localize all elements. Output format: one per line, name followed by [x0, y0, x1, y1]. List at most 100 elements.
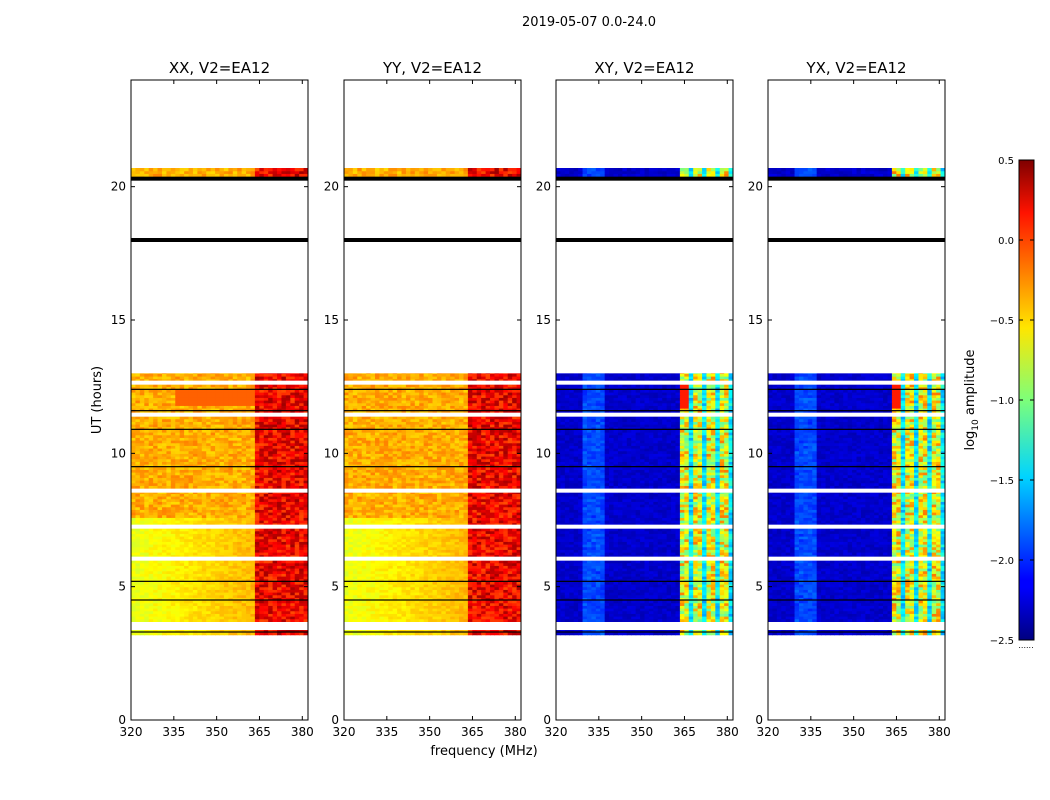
blank-region [556, 178, 733, 374]
flag-line [131, 176, 308, 181]
flag-line [556, 410, 733, 412]
x-tick-label: 335 [587, 725, 610, 739]
flag-line [556, 466, 733, 468]
colorbar-tick-label: −1.5 [990, 476, 1014, 487]
flag-line [131, 466, 308, 468]
white-gap-line [344, 412, 521, 417]
white-gap-line [344, 524, 521, 529]
x-tick-label: 380 [504, 725, 527, 739]
flag-line [768, 176, 945, 181]
y-tick-label: 20 [111, 180, 126, 194]
heatmap-cells [344, 168, 521, 636]
white-gap-line [131, 380, 308, 385]
panel-xx: XX, V2=EA12 320 335 350 365 380 0 5 10 15 20 [111, 59, 314, 739]
white-gap-line [768, 622, 945, 626]
colorbar-label: log10 amplitude [963, 349, 981, 450]
white-gap-line [344, 626, 521, 630]
panel-title: XX, V2=EA12 [169, 59, 270, 77]
flag-line [131, 599, 308, 601]
white-gap-line [344, 556, 521, 561]
flag-line [768, 631, 945, 633]
white-gap-line [556, 488, 733, 493]
white-gap-line [131, 488, 308, 493]
white-gap-line [131, 524, 308, 529]
x-tick-label: 335 [375, 725, 398, 739]
flag-line [768, 466, 945, 468]
x-tick-label: 380 [291, 725, 314, 739]
figure-title: 2019-05-07 0.0-24.0 [522, 15, 656, 30]
flag-line [556, 631, 733, 633]
white-gap-line [131, 626, 308, 630]
x-axis-label: frequency (MHz) [430, 744, 537, 759]
y-tick-label: 15 [111, 313, 126, 327]
x-tick-label: 320 [333, 725, 356, 739]
flag-line [344, 428, 521, 430]
white-gap-line [131, 412, 308, 417]
y-tick-label: 5 [118, 580, 126, 594]
x-tick-label: 320 [545, 725, 568, 739]
white-gap-line [556, 622, 733, 626]
flag-line [344, 410, 521, 412]
x-tick-label: 365 [673, 725, 696, 739]
panel-frame [767, 79, 946, 721]
colorbar-tick-label: −1.0 [990, 396, 1014, 407]
flag-line [131, 388, 308, 390]
flag-line [344, 631, 521, 633]
flag-line [556, 388, 733, 390]
x-tick-label: 350 [842, 725, 865, 739]
panel-frame [343, 79, 522, 721]
y-tick-label: 15 [748, 313, 763, 327]
panel-title: XY, V2=EA12 [594, 59, 694, 77]
x-tick-label: 320 [120, 725, 143, 739]
flag-line [768, 599, 945, 601]
flag-line [344, 466, 521, 468]
x-tick-label: 350 [630, 725, 653, 739]
y-tick-label: 20 [536, 180, 551, 194]
white-gap-line [768, 488, 945, 493]
colorbar-tick-label: −2.0 [990, 556, 1014, 567]
x-tick-label: 365 [885, 725, 908, 739]
flag-line [344, 388, 521, 390]
white-gap-line [556, 524, 733, 529]
x-tick-label: 365 [248, 725, 271, 739]
flag-line [556, 428, 733, 430]
flag-line [768, 428, 945, 430]
y-tick-label: 20 [324, 180, 339, 194]
colorbar-tick-label: 0.5 [998, 156, 1014, 167]
white-gap-line [344, 380, 521, 385]
flag-line [344, 176, 521, 181]
y-tick-label: 10 [748, 446, 763, 460]
white-gap-line [768, 626, 945, 630]
y-axis-label: UT (hours) [90, 366, 105, 434]
white-gap-line [768, 556, 945, 561]
colorbar: −2.5 −2.0 −1.5 −1.0 −0.5 0.0 0.5 log10 amplitu… [963, 156, 1035, 650]
colorbar-tick-label: −0.5 [990, 316, 1014, 327]
colorbar-footer: ...... [1018, 641, 1033, 650]
y-tick-label: 5 [755, 580, 763, 594]
flag-line [556, 599, 733, 601]
y-tick-label: 0 [755, 713, 763, 727]
colorbar-tick-label: −2.5 [990, 636, 1014, 647]
y-tick-label: 20 [748, 180, 763, 194]
x-tick-label: 320 [757, 725, 780, 739]
y-tick-label: 5 [331, 580, 339, 594]
blank-region [131, 178, 308, 374]
white-gap-line [556, 556, 733, 561]
white-gap-line [768, 380, 945, 385]
y-tick-label: 10 [536, 446, 551, 460]
flag-line [344, 580, 521, 582]
white-gap-line [556, 380, 733, 385]
heatmap-cells [131, 168, 308, 636]
white-gap-line [344, 622, 521, 626]
white-gap-line [131, 622, 308, 626]
y-tick-label: 15 [536, 313, 551, 327]
x-tick-label: 365 [461, 725, 484, 739]
flag-line [556, 238, 733, 242]
x-tick-label: 380 [928, 725, 951, 739]
y-tick-label: 0 [543, 713, 551, 727]
white-gap-line [131, 556, 308, 561]
x-tick-label: 335 [162, 725, 185, 739]
white-gap-line [768, 524, 945, 529]
x-tick-label: 335 [799, 725, 822, 739]
